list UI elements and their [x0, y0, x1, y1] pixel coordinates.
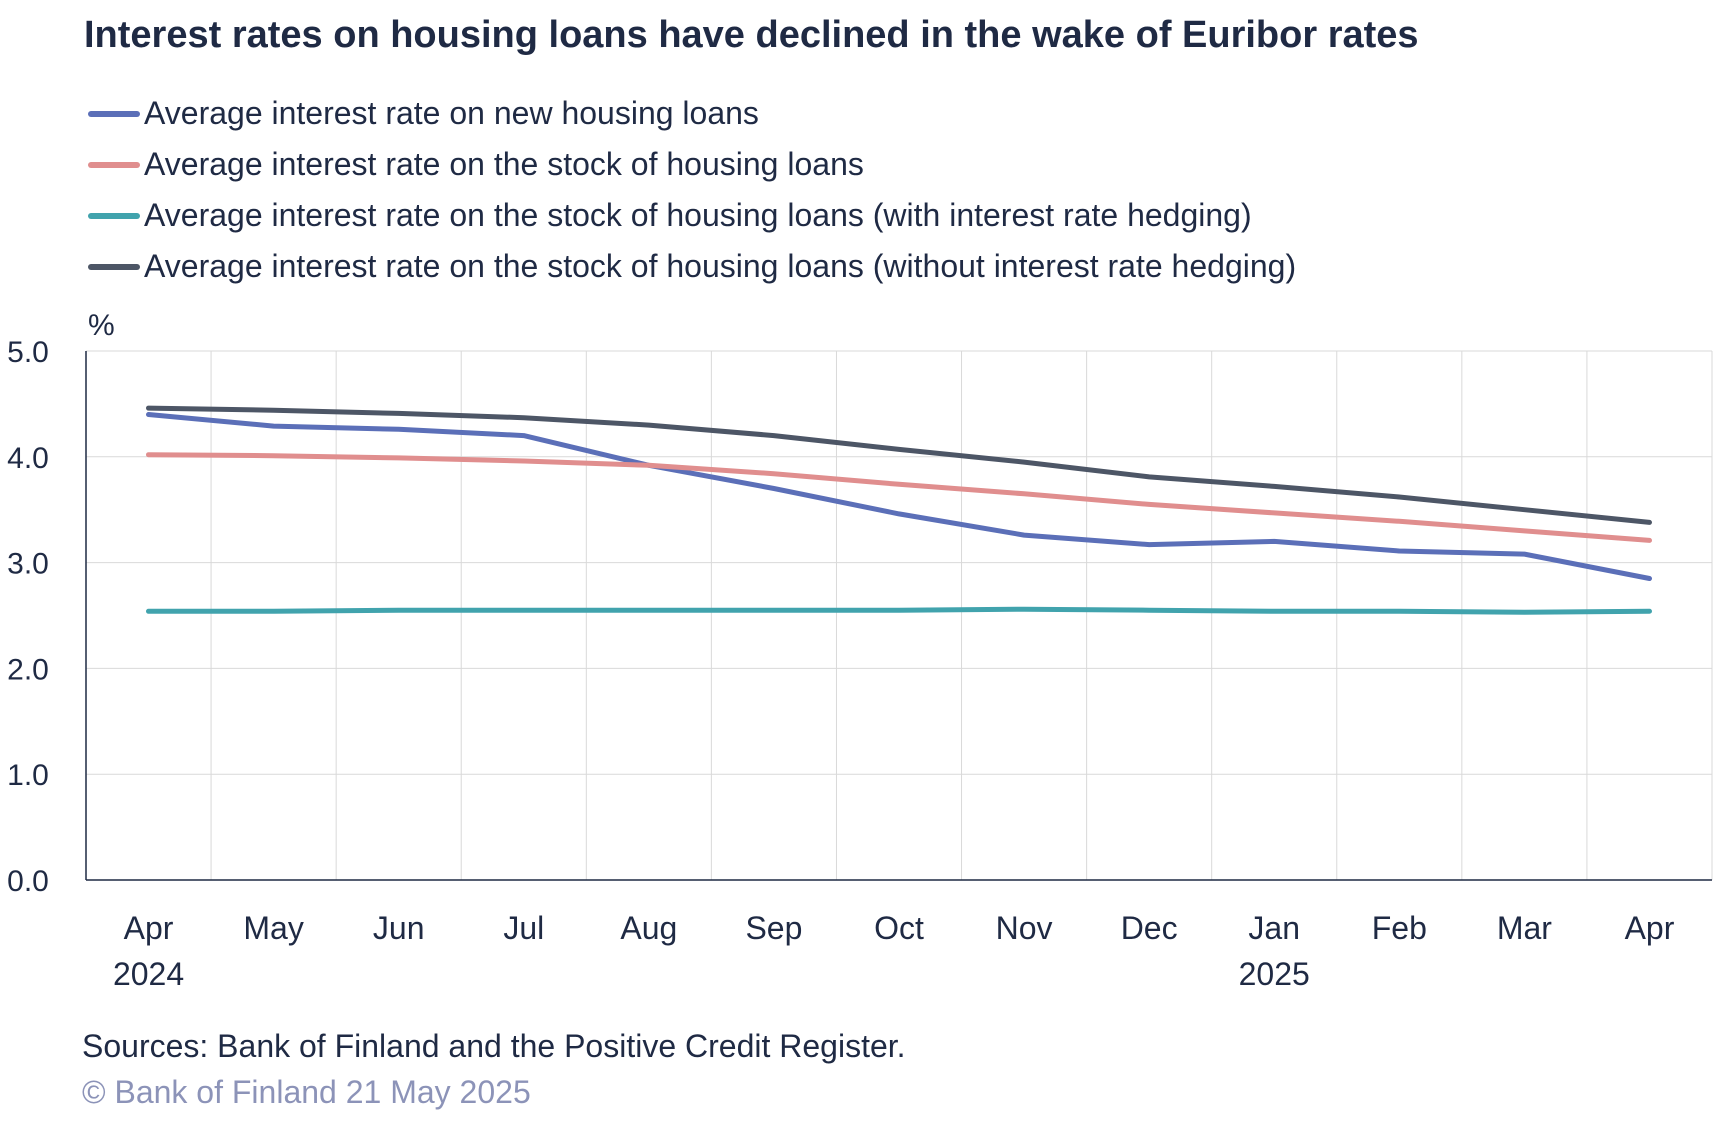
legend-swatch-stock-unhedged: [88, 263, 140, 270]
series-lines: [146, 405, 1652, 615]
x-tick-label: May: [243, 910, 303, 946]
x-tick-label: Jan: [1248, 910, 1300, 946]
y-tick-label: 5.0: [7, 336, 49, 369]
x-tick-label: Oct: [874, 910, 924, 946]
legend-item-stock-hedged: Average interest rate on the stock of ho…: [88, 190, 1296, 241]
y-tick-labels: 0.0 1.0 2.0 3.0 4.0 5.0: [7, 336, 49, 898]
x-tick-label: Sep: [745, 910, 802, 946]
legend-swatch-new-loans: [88, 110, 140, 117]
x-tick-labels: Apr May Jun Jul Aug Sep Oct Nov Dec Jan Feb Mar Apr 2…: [113, 910, 1675, 992]
x-tick-label: Jul: [503, 910, 544, 946]
axes: [85, 351, 1712, 881]
x-tick-label: Jun: [373, 910, 425, 946]
y-axis-unit: %: [88, 309, 115, 342]
series-line-0: [146, 412, 1652, 581]
legend-swatch-stock: [88, 161, 140, 168]
y-tick-label: 1.0: [7, 759, 49, 792]
x-tick-label: Feb: [1372, 910, 1427, 946]
sources-note: Sources: Bank of Finland and the Positiv…: [82, 1028, 906, 1064]
legend-label: Average interest rate on the stock of ho…: [144, 146, 864, 182]
legend-label: Average interest rate on new housing loa…: [144, 95, 759, 131]
gridlines: [86, 350, 1713, 880]
y-tick-label: 2.0: [7, 653, 49, 686]
y-tick-label: 0.0: [7, 865, 49, 898]
chart-title: Interest rates on housing loans have dec…: [84, 14, 1419, 56]
legend-swatch-stock-hedged: [88, 212, 140, 219]
legend-item-new-loans: Average interest rate on new housing loa…: [88, 88, 1296, 139]
x-tick-label: Dec: [1121, 910, 1178, 946]
copyright-note: © Bank of Finland 21 May 2025: [82, 1074, 531, 1110]
line-chart: 0.0 1.0 2.0 3.0 4.0 5.0 Apr May Jun Jul Aug Sep Oct…: [7, 309, 1713, 992]
y-tick-label: 4.0: [7, 442, 49, 475]
legend-label: Average interest rate on the stock of ho…: [144, 248, 1297, 284]
legend: Average interest rate on new housing loa…: [88, 88, 1296, 292]
legend-item-stock: Average interest rate on the stock of ho…: [88, 139, 1296, 190]
series-line-1: [146, 452, 1652, 543]
x-tick-label: Mar: [1497, 910, 1552, 946]
legend-item-stock-unhedged: Average interest rate on the stock of ho…: [88, 241, 1296, 292]
series-line-3: [146, 405, 1652, 525]
x-tick-label: Aug: [620, 910, 677, 946]
x-tick-label: Nov: [996, 910, 1053, 946]
series-line-2: [146, 606, 1652, 615]
x-year-label: 2024: [113, 956, 184, 992]
x-tick-label: Apr: [1625, 910, 1675, 946]
x-tick-label: Apr: [124, 910, 174, 946]
y-tick-label: 3.0: [7, 548, 49, 581]
x-year-label: 2025: [1239, 956, 1310, 992]
legend-label: Average interest rate on the stock of ho…: [144, 197, 1252, 233]
